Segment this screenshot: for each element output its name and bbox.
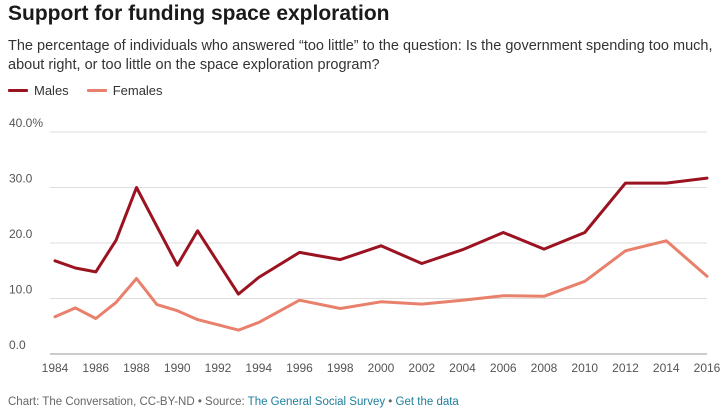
x-tick-label: 1988: [123, 361, 150, 375]
chart-footer: Chart: The Conversation, CC-BY-ND • Sour…: [8, 396, 459, 408]
y-tick-label: 40.0%: [9, 116, 43, 130]
x-tick-label: 1994: [245, 361, 272, 375]
y-tick-label: 30.0: [9, 172, 33, 186]
x-tick-label: 2016: [694, 361, 721, 375]
legend-item-females[interactable]: Females: [86, 83, 163, 98]
footer-separator: •: [385, 396, 396, 408]
x-tick-label: 1984: [42, 361, 69, 375]
footer-credit: Chart: The Conversation, CC-BY-ND • Sour…: [8, 396, 248, 408]
chart-legend: Males Females: [8, 83, 181, 98]
x-tick-label: 1996: [286, 361, 313, 375]
y-tick-label: 20.0: [9, 227, 33, 241]
source-link[interactable]: The General Social Survey: [247, 396, 386, 408]
chart-subtitle: The percentage of individuals who answer…: [8, 38, 713, 73]
legend-label-females: Females: [112, 83, 163, 98]
x-tick-label: 2010: [571, 361, 598, 375]
x-tick-label: 2012: [612, 361, 639, 375]
legend-label-males: Males: [34, 83, 69, 98]
x-tick-label: 1986: [82, 361, 109, 375]
x-tick-label: 2014: [653, 361, 680, 375]
x-axis-tick-labels: 1984 1986 1988 1990 1992 1994 1996 1998 2000 2002…: [42, 361, 721, 375]
legend-swatch-females: [86, 89, 107, 92]
series-line-males[interactable]: [53, 176, 709, 296]
chart-title: Support for funding space exploration: [8, 2, 390, 25]
series-lines: [53, 176, 709, 332]
gridlines: [50, 131, 707, 355]
y-tick-label: 10.0: [9, 283, 33, 297]
x-tick-label: 2000: [368, 361, 395, 375]
y-axis-tick-labels: 0.0 10.0 20.0 30.0 40.0%: [9, 116, 43, 352]
get-data-link[interactable]: Get the data: [395, 396, 459, 408]
x-tick-label: 1990: [164, 361, 191, 375]
x-tick-label: 2006: [490, 361, 517, 375]
x-tick-label: 2004: [449, 361, 476, 375]
x-tick-label: 2002: [408, 361, 435, 375]
x-tick-label: 1992: [205, 361, 232, 375]
legend-swatch-males: [8, 89, 28, 92]
x-tick-label: 1998: [327, 361, 354, 375]
y-tick-label: 0.0: [9, 338, 26, 352]
x-tick-label: 2008: [531, 361, 558, 375]
legend-item-males[interactable]: Males: [8, 83, 69, 98]
series-line-females[interactable]: [53, 239, 709, 332]
